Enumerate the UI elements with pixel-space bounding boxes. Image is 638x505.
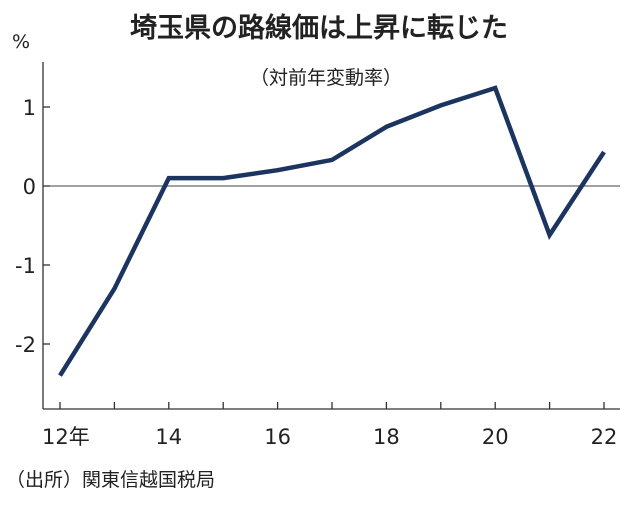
- x-tick-label: 18: [373, 425, 400, 449]
- y-tick-label: -1: [15, 254, 36, 278]
- y-tick-label: 0: [23, 175, 36, 199]
- y-tick-label: 1: [23, 96, 36, 120]
- series-layer: [58, 85, 606, 377]
- x-tick-label: 22: [591, 425, 618, 449]
- y-axis-unit: %: [12, 31, 30, 53]
- axes: [42, 62, 620, 410]
- x-tick-label: 20: [482, 425, 509, 449]
- series-line: [58, 85, 606, 377]
- y-tick-label: -2: [15, 333, 36, 357]
- tick-labels: 1 0 -1 -2 12年 14 16 18 20 22: [15, 96, 617, 449]
- source-note: （出所）関東信越国税局: [6, 469, 215, 491]
- x-tick-label: 16: [264, 425, 291, 449]
- chart-title: 埼玉県の路線価は上昇に転じた: [130, 12, 508, 44]
- chart-subtitle: （対前年変動率）: [250, 67, 402, 89]
- x-tick-label: 14: [155, 425, 182, 449]
- x-tick-label: 12年: [42, 425, 90, 449]
